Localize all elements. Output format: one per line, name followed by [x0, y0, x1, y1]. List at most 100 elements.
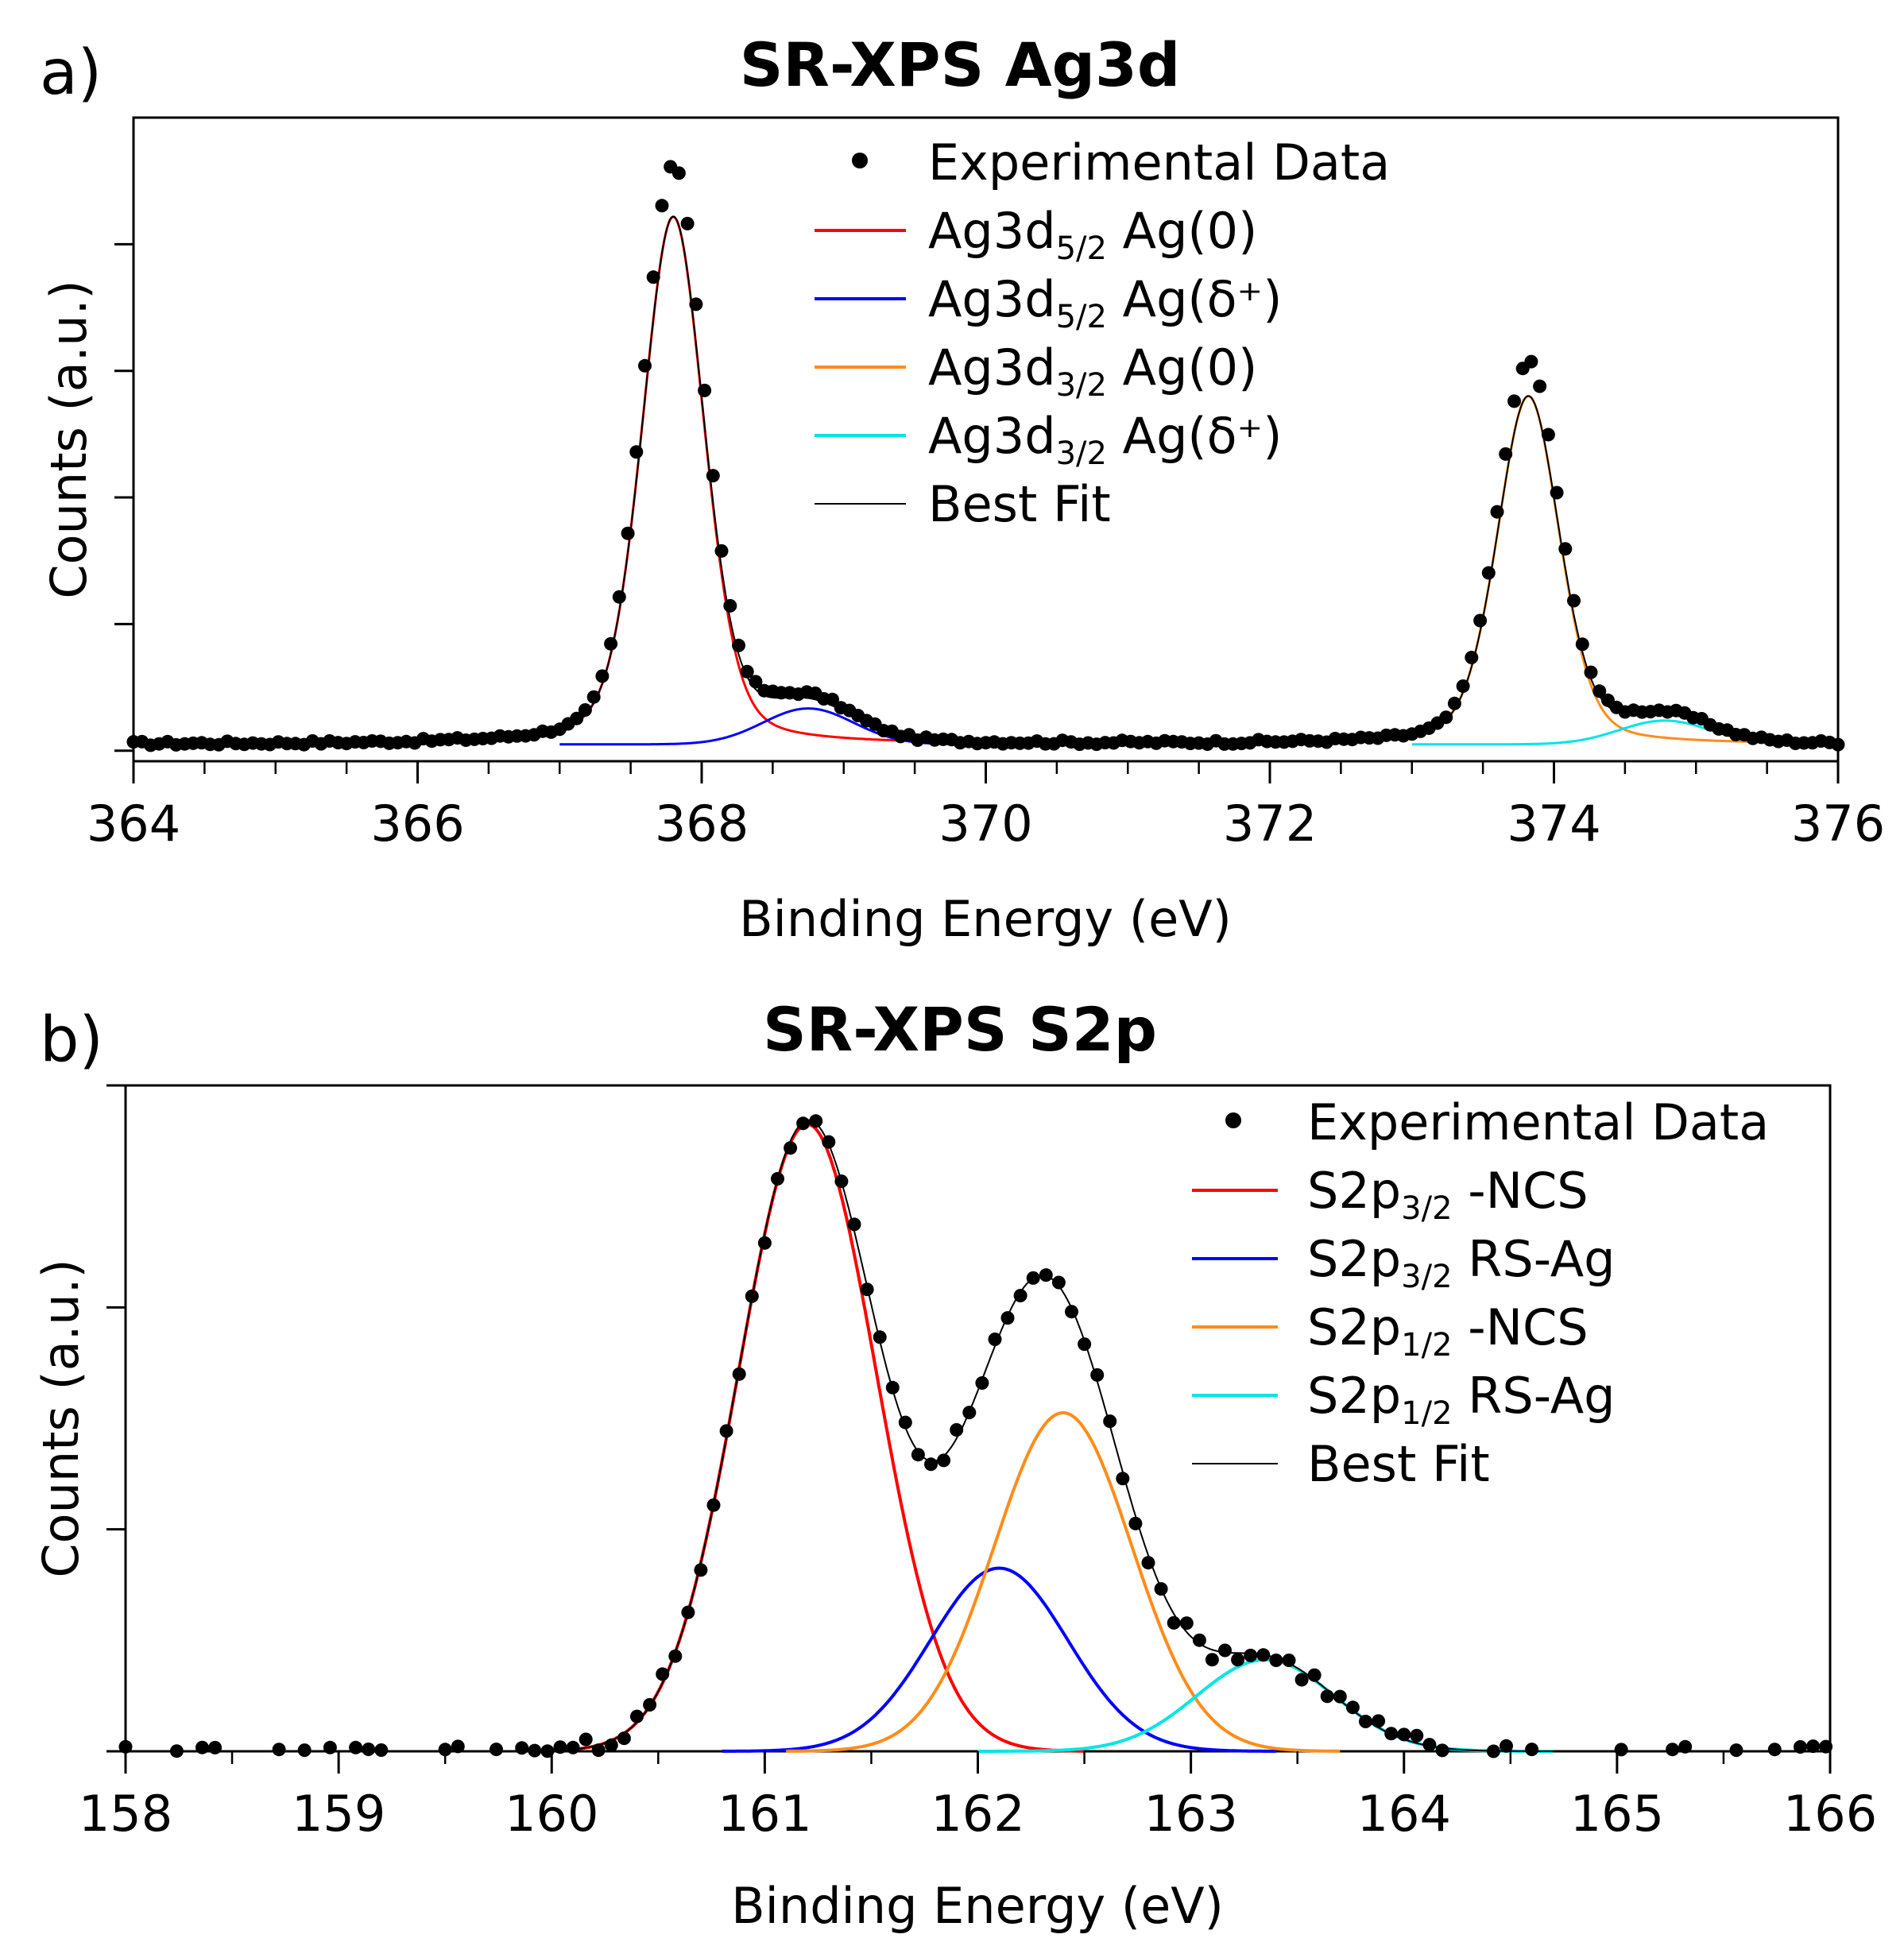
data-point [1550, 486, 1564, 500]
data-point [740, 664, 754, 679]
data-point [1013, 1289, 1027, 1302]
legend-label: Ag3d3/2 Ag(δ⁺) [928, 407, 1282, 472]
data-point [809, 1114, 823, 1128]
data-point [706, 1498, 721, 1512]
fit-line [1411, 719, 1753, 746]
data-point [1524, 354, 1538, 369]
data-point [1473, 613, 1488, 628]
data-point [195, 1740, 209, 1754]
data-point [1307, 1668, 1322, 1682]
data-point [528, 1743, 542, 1758]
data-point [745, 1289, 759, 1303]
legend-label: Experimental Data [928, 133, 1390, 191]
data-point [1103, 1414, 1117, 1429]
data-point [668, 1649, 683, 1663]
experimental-points-ag3d [126, 160, 1845, 752]
data-point [1500, 1739, 1513, 1753]
data-point [553, 1740, 567, 1754]
data-point [1333, 1689, 1347, 1704]
data-point [646, 270, 660, 284]
data-point [1320, 1689, 1334, 1704]
legend-label: Ag3d5/2 Ag(0) [928, 202, 1257, 267]
data-point [1026, 1271, 1040, 1285]
data-point [873, 1330, 887, 1344]
data-point [937, 1453, 951, 1468]
data-point [1806, 1739, 1821, 1754]
data-point [1831, 737, 1845, 752]
data-point [847, 1217, 861, 1232]
data-point [975, 1376, 989, 1390]
data-point [362, 1743, 376, 1756]
legend-label: S2p1/2 -NCS [1307, 1298, 1589, 1364]
data-point [1525, 1743, 1539, 1757]
data-point [643, 1698, 657, 1712]
legend-label: S2p3/2 RS-Ag [1307, 1230, 1615, 1295]
data-point [860, 1282, 874, 1297]
x-tick-label: 368 [655, 795, 749, 853]
data-point [1154, 1582, 1168, 1596]
x-tick-label: 163 [1144, 1785, 1237, 1843]
data-point [1039, 1268, 1053, 1282]
data-point [1205, 1653, 1219, 1667]
data-point [1116, 1472, 1130, 1486]
data-point [1490, 505, 1504, 519]
panel-label-a: a) [40, 37, 102, 109]
data-point [272, 1743, 286, 1757]
data-point [570, 711, 584, 725]
fit-line [977, 1658, 1554, 1753]
data-point [771, 1172, 784, 1186]
data-point [451, 1739, 465, 1754]
data-point [1384, 1727, 1399, 1741]
data-point [617, 1731, 631, 1746]
x-tick-label: 159 [292, 1785, 385, 1843]
data-point [169, 1744, 184, 1758]
data-point [1410, 1728, 1424, 1743]
data-point [1533, 379, 1547, 393]
data-point [1422, 1738, 1437, 1752]
data-point [621, 526, 635, 540]
data-point [1435, 1743, 1449, 1758]
data-point [1090, 1368, 1105, 1382]
data-point [1575, 637, 1589, 652]
data-point [834, 1174, 849, 1189]
data-point [323, 1740, 337, 1754]
data-point [1486, 1744, 1500, 1758]
data-point [586, 690, 601, 704]
data-point [757, 1236, 772, 1250]
x-tick-label: 374 [1507, 795, 1600, 853]
data-point [1128, 1516, 1143, 1530]
data-point [694, 1563, 708, 1577]
axis-ticks-ag3d [114, 242, 1840, 783]
fit-line [572, 1122, 1085, 1753]
x-tick-label: 370 [938, 795, 1032, 853]
data-point [1000, 1311, 1015, 1325]
fit-line [460, 215, 930, 743]
x-tick-label: 366 [370, 795, 464, 853]
data-point [898, 1415, 912, 1429]
legend-ag3d: Experimental Data Ag3d5/2 Ag(0)Ag3d5/2 Ag… [815, 133, 1390, 533]
legend-marker [1225, 1112, 1241, 1128]
fit-line [786, 1411, 1341, 1753]
data-point [988, 1333, 1002, 1346]
data-point [1592, 684, 1607, 698]
x-tick-label: 364 [87, 795, 180, 853]
data-point [1567, 594, 1581, 608]
x-tick-label: 372 [1223, 795, 1317, 853]
data-point [723, 598, 737, 613]
data-point [1447, 696, 1461, 710]
fit-line [722, 1566, 1276, 1753]
data-point [885, 1380, 900, 1395]
data-point [962, 1406, 977, 1420]
legend-label: Experimental Data [1307, 1093, 1769, 1151]
data-point [1439, 710, 1453, 725]
data-point [1231, 1653, 1245, 1667]
data-point [656, 1667, 670, 1681]
x-tick-label: 164 [1357, 1785, 1451, 1843]
data-point [1282, 1654, 1296, 1667]
data-point [591, 1743, 606, 1758]
data-point [1456, 679, 1470, 693]
data-point [680, 216, 695, 230]
panel-s2p: b) SR-XPS S2p 158 159 160 161 162 163 164 165 16… [32, 994, 1877, 1935]
legend-label: S2p3/2 -NCS [1307, 1162, 1589, 1227]
